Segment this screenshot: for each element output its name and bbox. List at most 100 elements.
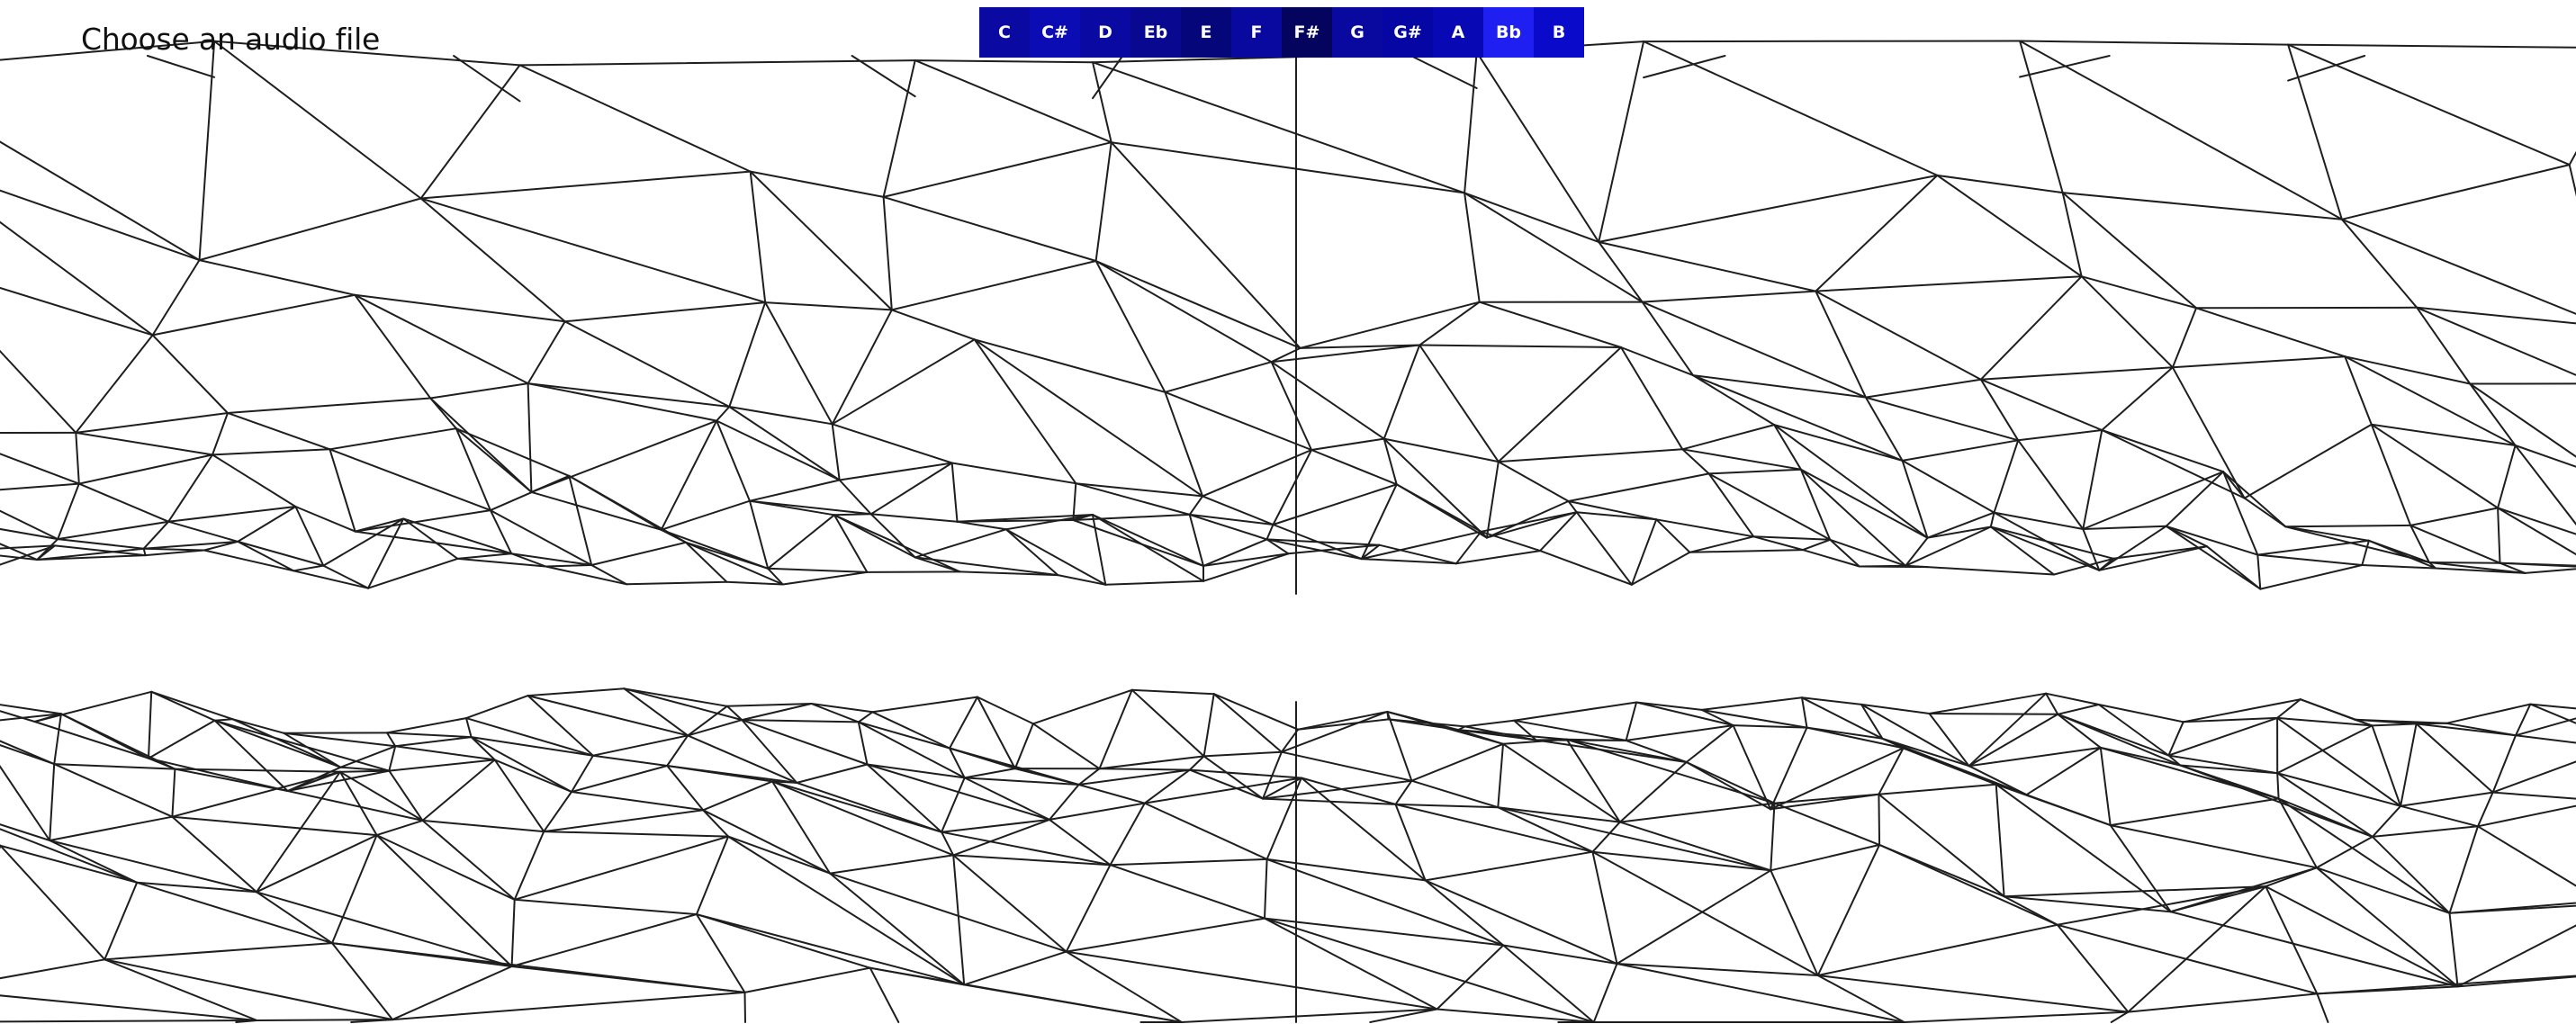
mesh-edge xyxy=(1188,755,1205,771)
mesh-edge xyxy=(1773,424,1802,471)
mesh-edge xyxy=(2222,471,2259,556)
mesh-edge xyxy=(1464,192,1600,243)
key-button-bb[interactable]: Bb xyxy=(1483,7,1534,58)
mesh-edge xyxy=(1092,61,1466,194)
key-button-eb[interactable]: Eb xyxy=(1130,7,1181,58)
mesh-edge xyxy=(75,334,154,434)
mesh-edge xyxy=(716,419,751,502)
mesh-edge xyxy=(2361,564,2436,570)
mesh-edge xyxy=(322,517,405,567)
mesh-edge xyxy=(1591,821,1621,853)
mesh-edge xyxy=(1860,703,1884,740)
mesh-edge xyxy=(2515,734,2576,744)
mesh-edge xyxy=(1681,448,1802,471)
mesh-edge xyxy=(421,759,496,822)
mesh-edge xyxy=(2265,885,2319,995)
mesh-edge xyxy=(2456,975,2576,988)
mesh-edge xyxy=(1707,472,1755,538)
mesh-edge xyxy=(1424,879,1505,947)
mesh-edge xyxy=(2265,867,2318,888)
mesh-edge xyxy=(142,547,147,557)
mesh-edge xyxy=(2367,539,2436,570)
mesh-edge xyxy=(167,520,239,543)
mesh-edge xyxy=(338,770,378,837)
mesh-edge xyxy=(527,382,718,422)
mesh-edge xyxy=(1878,793,1881,846)
mesh-edge xyxy=(53,763,174,818)
mesh-edge xyxy=(1692,374,1867,399)
mesh-edge xyxy=(2171,355,2346,369)
mesh-edge xyxy=(1989,525,2055,576)
mesh-edge xyxy=(198,197,422,262)
mesh-edge xyxy=(2415,723,2517,737)
mesh-edge xyxy=(1685,761,1772,811)
mesh-edge xyxy=(1272,483,1398,525)
mesh-edge xyxy=(2109,824,2172,913)
mesh-edge xyxy=(354,293,566,323)
mesh-edge xyxy=(1497,448,1684,463)
mesh-edge xyxy=(851,55,916,98)
mesh-edge xyxy=(470,736,496,761)
mesh-edge xyxy=(1816,975,2130,1013)
mesh-edge xyxy=(1360,558,1457,565)
key-button-g-sharp[interactable]: G# xyxy=(1383,7,1433,58)
key-button-c-sharp[interactable]: C# xyxy=(1030,7,1080,58)
mesh-edge xyxy=(1770,869,1819,976)
mesh-edge xyxy=(1164,361,1273,393)
mesh-edge xyxy=(1567,472,1710,502)
mesh-edge xyxy=(1297,718,1390,731)
mesh-edge xyxy=(743,991,746,1023)
mesh-edge xyxy=(148,757,289,792)
key-button-a[interactable]: A xyxy=(1433,7,1483,58)
choose-audio-file-label[interactable]: Choose an audio file xyxy=(81,22,381,57)
mesh-edge xyxy=(1598,40,1645,243)
mesh-edge xyxy=(419,64,521,200)
mesh-edge xyxy=(421,819,516,901)
mesh-edge xyxy=(1535,739,1688,763)
mesh-edge xyxy=(1770,843,1881,872)
mesh-edge xyxy=(1770,793,1880,811)
mesh-edge xyxy=(57,520,170,541)
mesh-edge xyxy=(1989,511,1995,528)
key-button-g[interactable]: G xyxy=(1332,7,1383,58)
mesh-edge xyxy=(174,768,341,773)
mesh-edge xyxy=(322,564,369,589)
mesh-edge xyxy=(1394,779,1413,805)
mesh-edge xyxy=(0,844,2,849)
key-button-d[interactable]: D xyxy=(1080,7,1130,58)
key-button-b[interactable]: B xyxy=(1534,7,1584,58)
mesh-edge xyxy=(338,769,391,773)
mesh-edge xyxy=(941,777,966,833)
mesh-edge xyxy=(1903,1011,2130,1023)
mesh-edge xyxy=(1297,711,1389,731)
mesh-edge xyxy=(1773,424,1929,539)
key-button-f-sharp[interactable]: F# xyxy=(1282,7,1332,58)
mesh-edge xyxy=(1077,784,1146,804)
mesh-edge xyxy=(685,541,728,583)
mesh-edge xyxy=(386,732,397,748)
mesh-edge xyxy=(1620,346,1694,377)
mesh-edge xyxy=(1475,51,1600,243)
mesh-edge xyxy=(256,891,333,945)
mesh-edge xyxy=(2524,568,2576,574)
mesh-edge xyxy=(590,541,687,566)
mesh-edge xyxy=(455,427,533,493)
mesh-edge xyxy=(728,406,833,426)
mesh-edge xyxy=(2371,724,2402,807)
mesh-edge xyxy=(1995,783,2112,827)
mesh-edge xyxy=(1464,192,1481,303)
mesh-edge xyxy=(354,293,529,385)
mesh-edge xyxy=(2056,923,2319,995)
mesh-edge xyxy=(212,448,331,456)
mesh-edge xyxy=(2515,703,2532,737)
mesh-edge xyxy=(2179,764,2373,838)
mesh-edge xyxy=(949,747,966,779)
mesh-edge xyxy=(702,809,730,838)
mesh-edge xyxy=(1598,240,1817,292)
key-button-c[interactable]: C xyxy=(979,7,1030,58)
key-button-e[interactable]: E xyxy=(1181,7,1231,58)
mesh-edge xyxy=(695,913,966,986)
mesh-edge xyxy=(2099,746,2280,800)
key-button-f[interactable]: F xyxy=(1231,7,1282,58)
